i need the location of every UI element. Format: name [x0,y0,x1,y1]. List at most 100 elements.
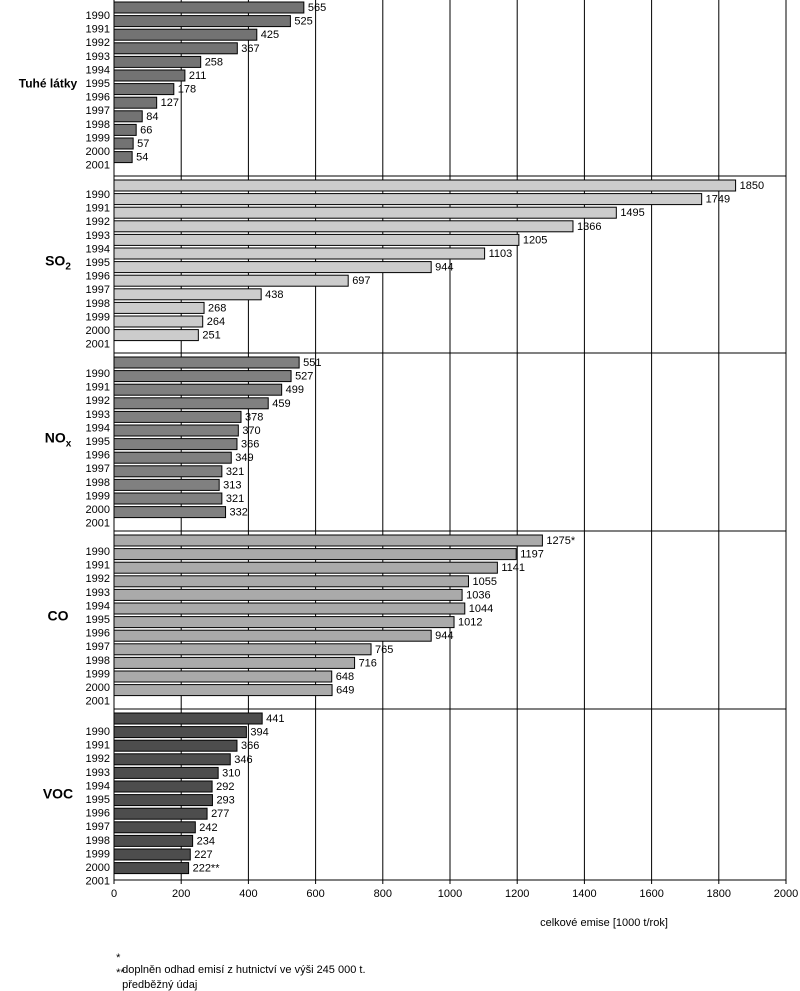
bar-value-label: 648 [336,671,354,683]
bar [113,329,199,342]
bar-value-label: 565 [308,2,326,14]
bar [113,315,204,328]
bar [113,69,186,82]
bar-value-label: 441 [266,713,284,725]
bar [113,726,247,739]
year-label: 2000 [86,504,110,516]
bar-value-label: 1197 [520,549,544,561]
bar-value-label: 332 [230,507,248,519]
footnote-2-text: předběžný údaj [122,979,198,991]
bar [113,261,432,274]
group-label-subscript: 2 [65,262,71,273]
bar [113,548,517,561]
bar [113,110,143,123]
year-label: 1990 [86,546,110,558]
year-label: 1996 [86,92,110,104]
bar [113,123,137,136]
bar [113,137,134,150]
bar [113,848,191,861]
bar-value-label: 84 [146,111,158,123]
bar-value-label: 1036 [466,589,490,601]
year-label: 1990 [86,726,110,738]
year-label: 1999 [86,132,110,144]
bar-value-label: 499 [286,384,304,396]
bar [113,206,617,219]
x-tick-label: 800 [374,888,392,900]
year-label: 1997 [86,821,110,833]
bar-value-label: 1749 [706,194,730,206]
bar [113,274,349,287]
group-label-text: CO [48,608,69,624]
year-label: 1991 [86,740,110,752]
bar-value-label: 242 [199,822,217,834]
bar [113,821,196,834]
bar-value-label: 1012 [458,617,482,629]
bar-value-label: 366 [241,439,259,451]
year-label: 1990 [86,368,110,380]
year-label: 1993 [86,51,110,63]
bar [113,588,463,601]
bar-value-label: 258 [205,56,223,68]
bar-value-label: 525 [294,16,312,28]
year-label: 1999 [86,490,110,502]
bar-value-label: 1044 [469,603,493,615]
x-axis-label: celkové emise [1000 t/rok] [540,917,668,929]
bar [113,478,220,491]
bar [113,506,227,519]
year-label: 1993 [86,587,110,599]
year-label: 1994 [86,780,110,792]
bar-value-label: 1275* [546,535,575,547]
year-label: 1995 [86,436,110,448]
year-label: 1994 [86,600,110,612]
bar [113,83,175,96]
bar [113,1,305,14]
year-label: 1996 [86,628,110,640]
bar-value-label: 1055 [472,576,496,588]
bar [113,780,213,793]
bar [113,15,291,28]
year-label: 2000 [86,146,110,158]
x-tick-label: 200 [172,888,190,900]
bar [113,492,223,505]
bar [113,616,455,629]
bar-value-label: 1850 [740,180,764,192]
bar-value-label: 211 [189,70,207,82]
group-label-text: SO [45,253,65,269]
year-label: 1997 [86,284,110,296]
bar-value-label: 425 [261,29,279,41]
footnote-2-mark: ** [116,967,125,979]
bar-value-label: 649 [336,685,354,697]
bar [113,739,238,752]
bar [113,356,300,369]
year-label: 2000 [86,862,110,874]
bar [113,684,333,697]
bar [113,602,466,615]
bar [113,561,498,574]
footnote-1-mark: * [116,952,121,964]
year-label: 1991 [86,203,110,215]
bar [113,42,238,55]
bar-value-label: 394 [250,727,268,739]
bar [113,670,333,683]
bar-value-label: 321 [226,493,244,505]
bar-value-label: 310 [222,767,240,779]
year-label: 2001 [86,160,110,172]
bar [113,96,158,109]
bar [113,220,574,233]
bar [113,465,223,478]
bar [113,629,432,642]
bar [113,834,194,847]
x-tick-label: 400 [239,888,257,900]
bar-value-label: 366 [241,740,259,752]
year-label: 1998 [86,477,110,489]
x-tick-label: 1200 [505,888,529,900]
bar [113,424,239,437]
bar-value-label: 367 [241,43,259,55]
year-label: 1996 [86,808,110,820]
bar [113,410,242,423]
bar [113,712,263,725]
bar-value-label: 54 [136,152,148,164]
bar [113,179,737,192]
bar [113,862,190,875]
bar-value-label: 127 [161,97,179,109]
